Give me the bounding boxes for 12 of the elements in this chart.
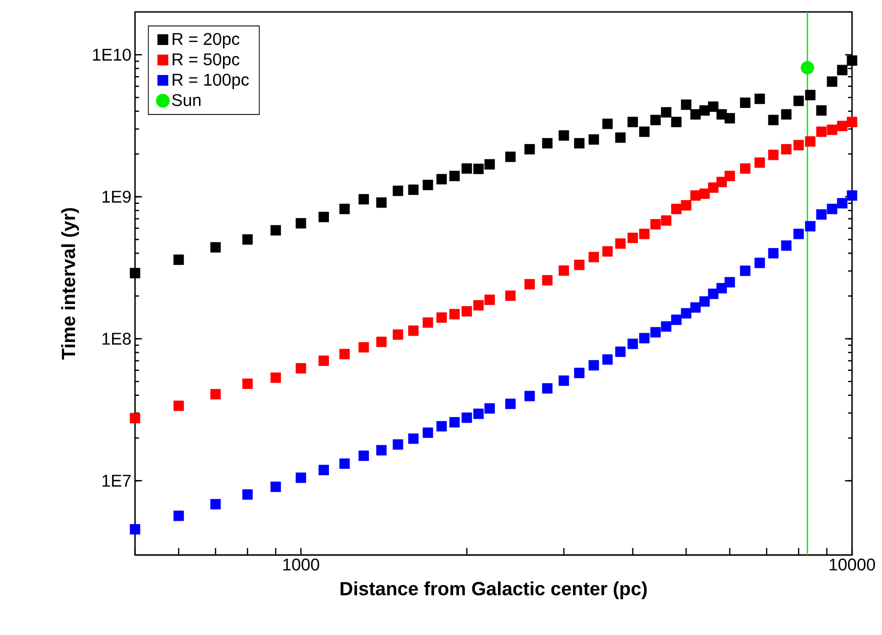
legend-label: R = 50pc: [172, 53, 240, 69]
y-tick-label: 1E9: [102, 190, 131, 203]
y-tick-label: 1E7: [102, 474, 131, 487]
y-tick-label: 1E10: [93, 48, 131, 61]
y-axis-title: Time interval (yr): [61, 208, 79, 360]
y-tick-label: 1E8: [102, 332, 131, 345]
x-axis-title: Distance from Galactic center (pc): [340, 581, 647, 600]
legend-label: Sun: [172, 94, 200, 106]
x-tick-label: 1000: [283, 558, 320, 571]
legend-label: R = 100pc: [172, 74, 249, 90]
legend-label: R = 20pc: [172, 32, 240, 48]
x-tick-label: 10000: [830, 558, 875, 571]
